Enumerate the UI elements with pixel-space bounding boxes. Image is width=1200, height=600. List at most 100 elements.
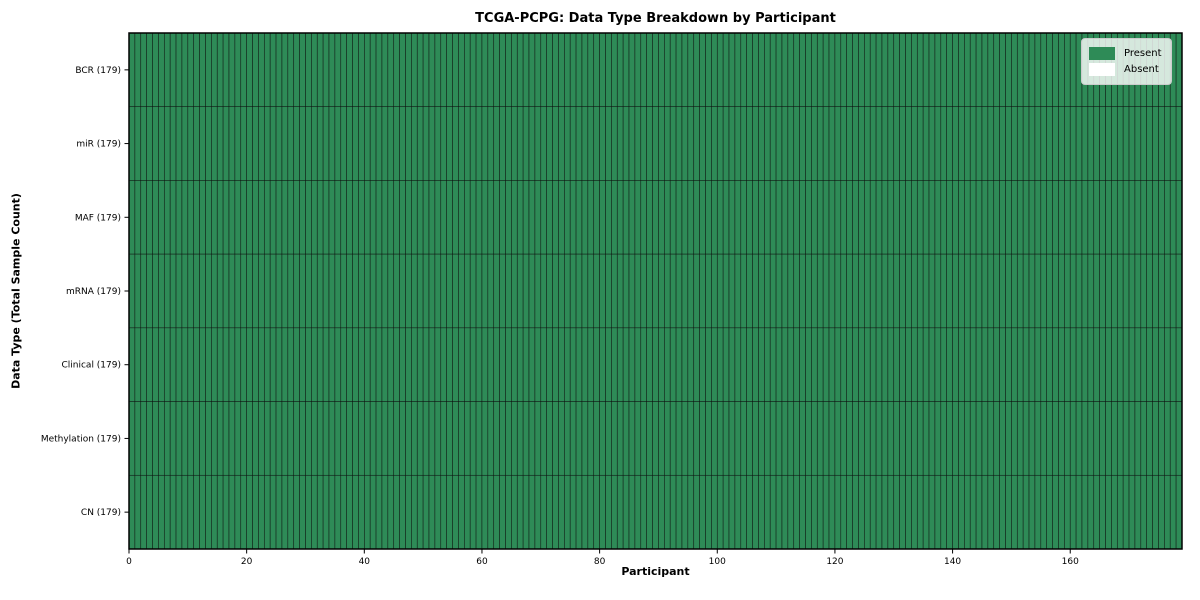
heatmap-cell (605, 474, 612, 550)
heatmap-cell (505, 327, 512, 402)
heatmap-cell (987, 253, 995, 329)
heatmap-cell (611, 106, 618, 181)
heatmap-cell (228, 401, 236, 476)
heatmap-cell (764, 32, 771, 108)
heatmap-cell (487, 32, 495, 108)
heatmap-cell (1011, 32, 1018, 108)
heatmap-cell (1034, 32, 1042, 108)
heatmap-cell (1152, 401, 1159, 476)
heatmap-cell (164, 401, 171, 476)
heatmap-cell (334, 253, 342, 329)
heatmap-cell (793, 32, 800, 108)
heatmap-cell (887, 401, 895, 476)
heatmap-cell (305, 474, 312, 550)
heatmap-cell (1169, 401, 1177, 476)
heatmap-cell (1064, 106, 1071, 181)
heatmap-cell (1022, 32, 1030, 108)
heatmap-cell (222, 180, 230, 255)
heatmap-cell (134, 253, 142, 329)
heatmap-cell (252, 401, 259, 476)
heatmap-cell (958, 474, 965, 550)
heatmap-cell (1169, 180, 1177, 255)
heatmap-cell (246, 180, 253, 255)
heatmap-cell (505, 180, 512, 255)
heatmap-cell (616, 106, 624, 181)
heatmap-cell (1105, 180, 1112, 255)
heatmap-cell (152, 474, 159, 550)
heatmap-cell (193, 180, 200, 255)
heatmap-cell (540, 401, 547, 476)
heatmap-cell (1140, 180, 1147, 255)
heatmap-cell (822, 253, 830, 329)
y-tick-label: CN (179) (81, 508, 121, 518)
heatmap-cell (511, 32, 518, 108)
heatmap-cell (481, 180, 489, 255)
heatmap-cell (1099, 474, 1106, 550)
heatmap-cell (916, 327, 924, 402)
heatmap-cell (216, 106, 224, 181)
heatmap-cell (493, 180, 500, 255)
heatmap-cell (528, 180, 536, 255)
heatmap-cell (881, 106, 889, 181)
heatmap-cell (964, 32, 971, 108)
heatmap-cell (687, 327, 695, 402)
heatmap-cell (1128, 253, 1136, 329)
heatmap-cell (311, 401, 318, 476)
heatmap-cell (328, 327, 336, 402)
heatmap-cell (287, 32, 295, 108)
heatmap-cell (564, 401, 571, 476)
heatmap-cell (263, 474, 271, 550)
heatmap-cell (581, 327, 589, 402)
heatmap-cell (205, 401, 212, 476)
heatmap-cell (393, 327, 400, 402)
heatmap-cell (922, 32, 930, 108)
heatmap-cell (1158, 180, 1165, 255)
heatmap-cell (352, 401, 359, 476)
heatmap-cell (458, 32, 465, 108)
heatmap-cell (1175, 253, 1183, 329)
heatmap-cell (905, 180, 912, 255)
heatmap-cell (346, 327, 353, 402)
heatmap-cell (811, 474, 818, 550)
heatmap-cell (699, 401, 706, 476)
heatmap-cell (216, 180, 224, 255)
heatmap-cell (199, 474, 206, 550)
heatmap-cell (1175, 106, 1183, 181)
heatmap-cell (522, 401, 530, 476)
heatmap-cell (852, 253, 859, 329)
heatmap-cell (693, 401, 700, 476)
heatmap-cell (740, 474, 747, 550)
heatmap-cell (311, 253, 318, 329)
heatmap-cell (799, 401, 806, 476)
heatmap-cell (569, 32, 577, 108)
heatmap-cell (328, 401, 336, 476)
heatmap-cell (952, 253, 959, 329)
heatmap-cell (764, 474, 771, 550)
heatmap-cell (416, 106, 424, 181)
heatmap-cell (916, 180, 924, 255)
heatmap-cell (869, 106, 877, 181)
heatmap-cell (911, 32, 918, 108)
heatmap-cell (805, 474, 812, 550)
heatmap-cell (369, 106, 377, 181)
heatmap-cell (1081, 106, 1089, 181)
heatmap-cell (287, 327, 295, 402)
heatmap-cell (346, 474, 353, 550)
heatmap-cell (687, 180, 695, 255)
heatmap-cell (1128, 180, 1136, 255)
heatmap-cell (716, 106, 724, 181)
heatmap-cell (493, 106, 500, 181)
heatmap-cell (446, 180, 453, 255)
heatmap-cell (1040, 180, 1047, 255)
legend-item-absent: Absent (1089, 63, 1162, 76)
heatmap-cell (364, 106, 371, 181)
heatmap-cell (399, 253, 406, 329)
heatmap-cell (281, 327, 289, 402)
heatmap-cell (134, 474, 142, 550)
heatmap-cell (552, 253, 559, 329)
legend-label-present: Present (1124, 48, 1162, 59)
heatmap-cell (1093, 253, 1100, 329)
heatmap-cell (811, 180, 818, 255)
heatmap-cell (969, 106, 977, 181)
heatmap-cell (1069, 474, 1077, 550)
